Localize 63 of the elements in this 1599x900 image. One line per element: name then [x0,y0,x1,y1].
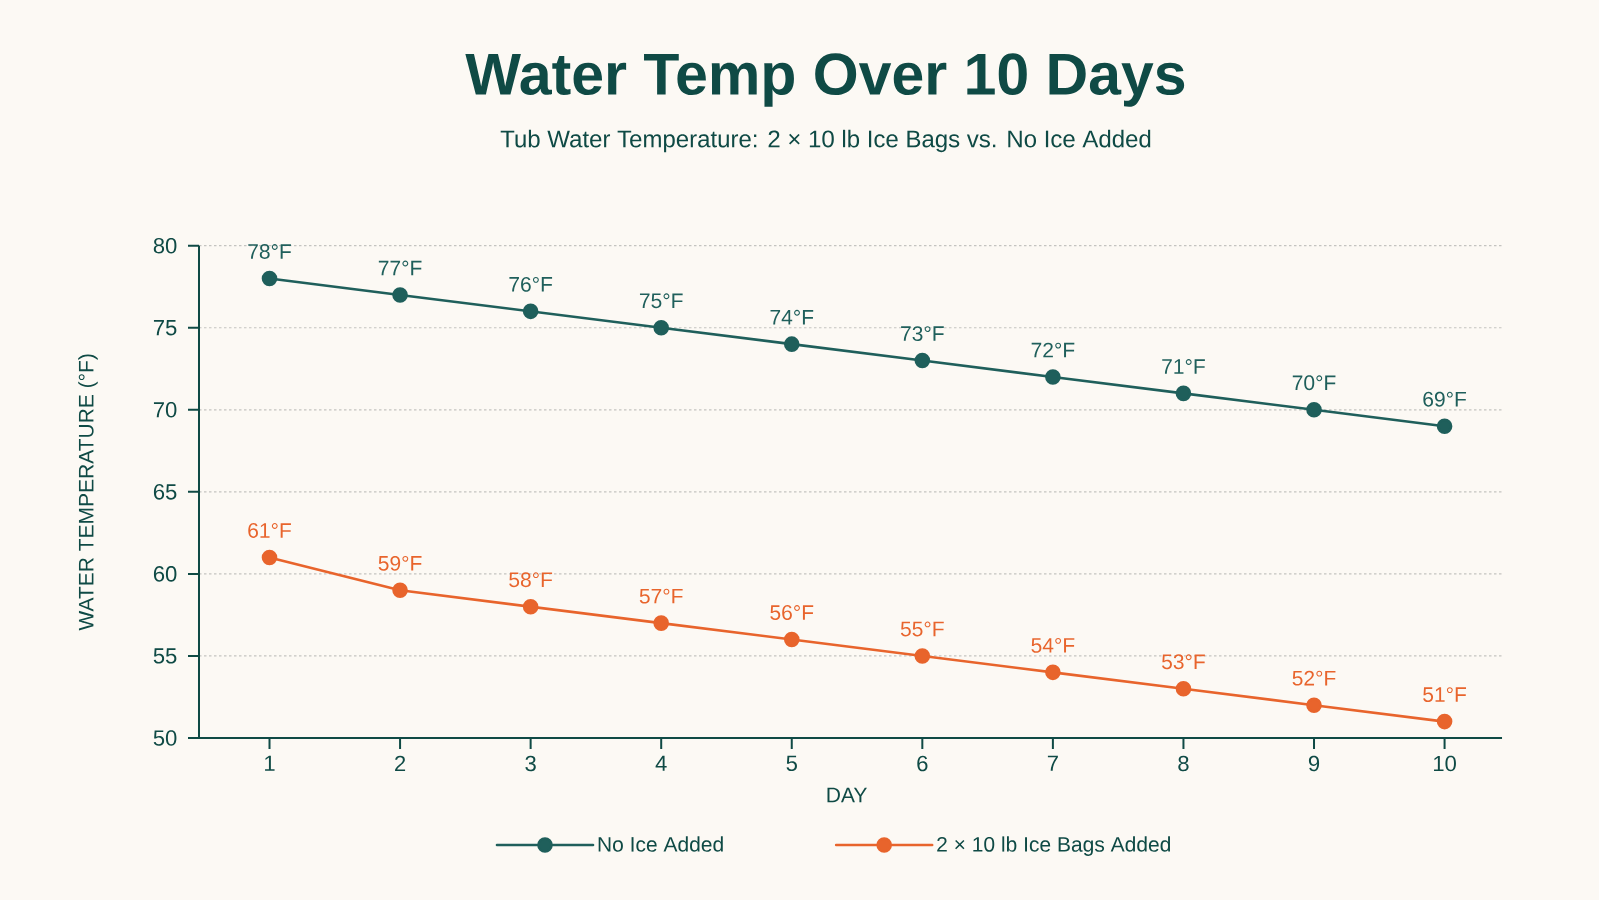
point [1436,418,1453,435]
point [914,648,931,664]
x-tick-label: 7 [1047,755,1058,771]
data-label: 70°F [1292,375,1336,391]
y-tick-label: 60 [153,566,177,582]
x-tick-label: 4 [655,755,667,771]
point [392,287,408,303]
x-tick-label: 6 [917,755,928,772]
point [1306,402,1322,418]
data-label: 56°F [770,605,814,620]
data-label: 53°F [1162,654,1205,670]
data-label: 74°F [770,309,814,325]
x-tick-label: 8 [1178,755,1189,772]
chart-title: Water Temp Over 10 Days [465,53,1185,107]
chart-subtitle: Tub Water Temperature: 2 × 10 lb Ice Bags vs. No Ice Added [500,129,1151,153]
y-tick-label: 65 [153,484,177,500]
point [392,582,408,599]
point [1045,664,1061,681]
data-label: 78°F [248,244,291,259]
data-label: 59°F [378,555,422,571]
data-label: 72°F [1031,342,1075,358]
x-tick-label: 9 [1308,755,1320,772]
point [261,549,278,566]
point [1175,385,1192,402]
data-label: 55°F [900,621,944,637]
x-tick-label: 5 [786,755,797,772]
data-label: 77°F [378,260,422,276]
y-tick-label: 70 [153,402,177,418]
x-axis-title: DAY [827,787,867,803]
point [653,319,669,336]
point [653,615,669,631]
point [1175,680,1192,697]
data-label: 54°F [1031,637,1075,653]
data-label: 75°F [639,293,683,309]
data-label: 73°F [901,326,944,342]
point [1045,369,1061,385]
data-label: 69°F [1423,391,1467,407]
legend-label: No Ice Added [598,836,723,852]
point [261,270,278,287]
x-tick-label: 1 [265,755,275,771]
x-tick-label: 10 [1434,755,1456,772]
data-label: 52°F [1292,670,1336,686]
y-tick-label: 55 [153,648,177,664]
data-label: 57°F [639,588,683,604]
data-label: 58°F [509,572,553,588]
data-label: 76°F [509,276,553,292]
data-label: 61°F [248,523,291,538]
point [914,352,931,369]
point [783,336,800,352]
y-tick-label: 80 [153,237,177,254]
point [1436,713,1453,730]
data-label: 71°F [1162,359,1205,374]
data-label: 51°F [1423,687,1467,703]
y-tick-label: 75 [153,320,177,336]
y-axis-title: WATER TEMPERATURE (°F) [78,354,98,631]
x-tick-label: 2 [395,755,406,772]
point [1306,697,1322,713]
y-tick-label: 50 [153,730,177,746]
point [783,631,800,648]
legend-label: 2 × 10 lb Ice Bags Added [937,836,1171,856]
x-tick-label: 3 [525,755,536,772]
point [522,598,539,615]
point [522,303,539,320]
